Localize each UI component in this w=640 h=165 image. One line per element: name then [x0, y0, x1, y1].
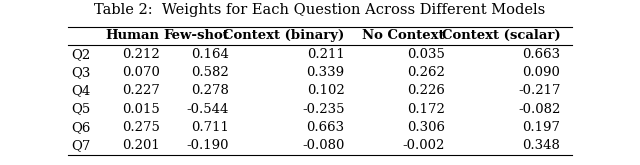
Title: Table 2:  Weights for Each Question Across Different Models: Table 2: Weights for Each Question Acros…	[94, 3, 546, 17]
